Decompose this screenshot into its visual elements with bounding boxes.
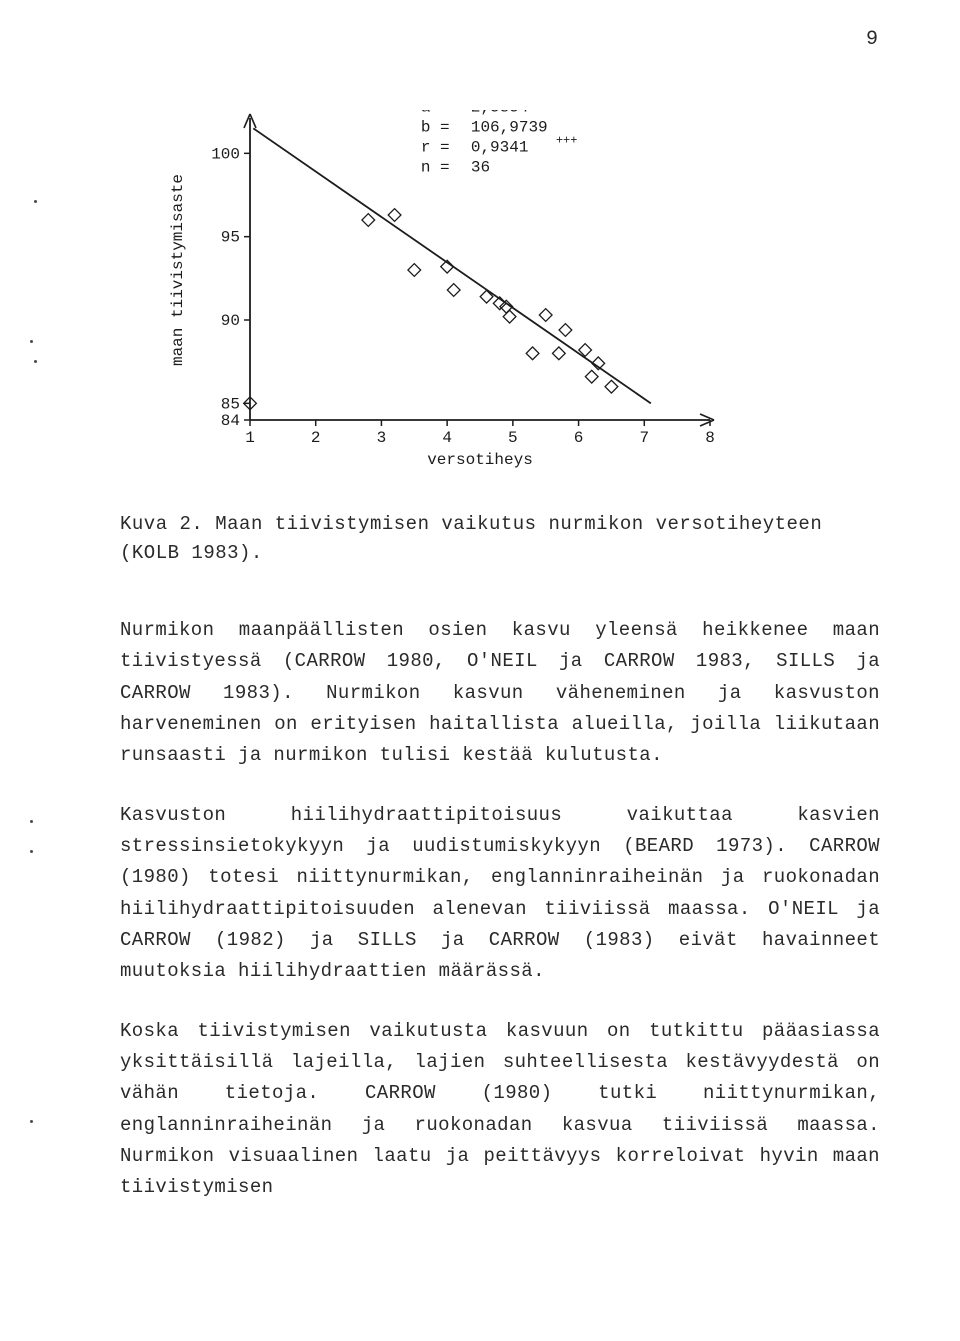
- svg-text:7: 7: [639, 429, 649, 447]
- noise-dot: [30, 850, 33, 853]
- page: 9 8485 90 95 100 1 2 3 4 5 6 7 8 maan tiivistymisast…: [0, 0, 960, 1341]
- svg-text:3: 3: [377, 429, 387, 447]
- svg-text:100: 100: [211, 145, 240, 163]
- paragraph-3: Koska tiivistymisen vaikutusta kasvuun o…: [120, 1016, 880, 1204]
- caption-label: Kuva 2.: [120, 513, 203, 535]
- paragraph-1: Nurmikon maanpäällisten osien kasvu ylee…: [120, 615, 880, 772]
- svg-text:95: 95: [221, 229, 240, 247]
- body-text: Nurmikon maanpäällisten osien kasvu ylee…: [120, 615, 880, 1204]
- caption-text: Maan tiivistymisen vaikutus nurmikon ver…: [120, 513, 822, 564]
- svg-text:2: 2: [311, 429, 321, 447]
- svg-text:8: 8: [705, 429, 715, 447]
- noise-dot: [34, 200, 37, 203]
- svg-text:2,5854: 2,5854: [471, 110, 529, 117]
- svg-text:b =: b =: [421, 119, 450, 137]
- svg-text:versotiheys: versotiheys: [427, 451, 533, 469]
- chart-container: 8485 90 95 100 1 2 3 4 5 6 7 8 maan tiivistymisaste v…: [160, 110, 720, 470]
- svg-text:0,9341: 0,9341: [471, 139, 529, 157]
- svg-text:36: 36: [471, 159, 490, 177]
- svg-text:1: 1: [245, 429, 255, 447]
- svg-text:a =: a =: [421, 110, 450, 117]
- svg-text:5: 5: [508, 429, 518, 447]
- svg-text:90: 90: [221, 312, 240, 330]
- noise-dot: [30, 1120, 33, 1123]
- svg-text:85: 85: [221, 395, 240, 413]
- page-number: 9: [866, 28, 878, 51]
- noise-dot: [34, 360, 37, 363]
- noise-dot: [30, 340, 33, 343]
- svg-text:+++: +++: [556, 134, 578, 148]
- figure-caption: Kuva 2. Maan tiivistymisen vaikutus nurm…: [120, 510, 840, 569]
- svg-text:r =: r =: [421, 139, 450, 157]
- svg-text:4: 4: [442, 429, 452, 447]
- noise-dot: [30, 820, 33, 823]
- svg-text:106,9739: 106,9739: [471, 119, 548, 137]
- svg-text:84: 84: [221, 412, 240, 430]
- svg-text:maan tiivistymisaste: maan tiivistymisaste: [169, 174, 187, 366]
- svg-text:6: 6: [574, 429, 584, 447]
- svg-text:n =: n =: [421, 159, 450, 177]
- scatter-chart: 8485 90 95 100 1 2 3 4 5 6 7 8 maan tiivistymisaste v…: [160, 110, 720, 470]
- paragraph-2: Kasvuston hiilihydraattipitoisuus vaikut…: [120, 800, 880, 988]
